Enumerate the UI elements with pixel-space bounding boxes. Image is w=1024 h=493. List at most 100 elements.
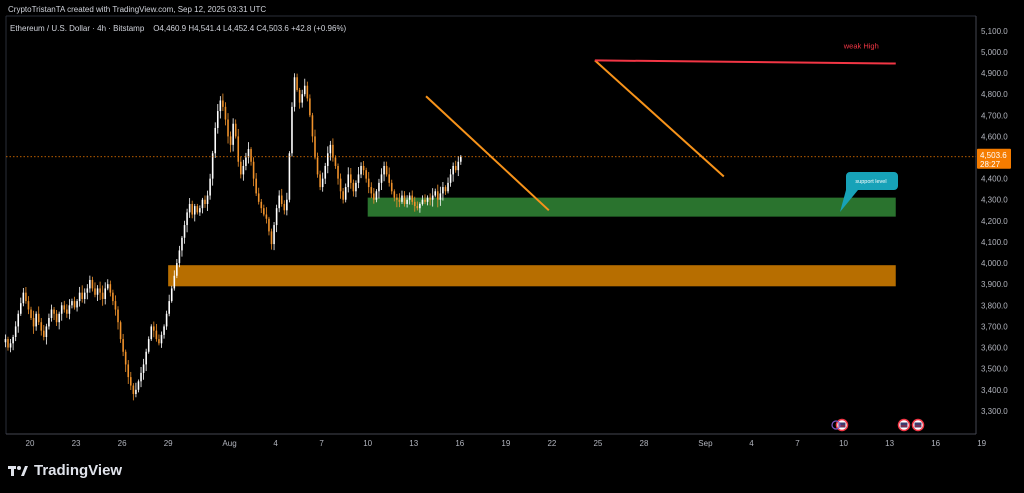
candle[interactable] — [50, 309, 53, 318]
candle[interactable] — [160, 334, 163, 344]
candle[interactable] — [390, 182, 393, 192]
candle[interactable] — [426, 197, 429, 202]
candle[interactable] — [209, 178, 211, 196]
candle[interactable] — [429, 197, 431, 200]
candle[interactable] — [163, 326, 165, 335]
event-ring-icon[interactable] — [831, 420, 841, 430]
candle[interactable] — [342, 191, 344, 200]
candle[interactable] — [309, 98, 311, 116]
candle[interactable] — [140, 372, 142, 382]
demand-zone[interactable] — [168, 265, 896, 287]
candle[interactable] — [388, 174, 390, 183]
candle[interactable] — [421, 199, 424, 204]
candle[interactable] — [240, 161, 242, 175]
candle[interactable] — [436, 191, 439, 200]
candle[interactable] — [229, 136, 232, 145]
candle[interactable] — [306, 85, 309, 99]
candle[interactable] — [319, 174, 321, 188]
candle[interactable] — [270, 231, 273, 245]
candle[interactable] — [55, 313, 58, 323]
candle[interactable] — [201, 199, 204, 209]
candle[interactable] — [334, 157, 337, 166]
candle[interactable] — [347, 174, 350, 188]
symbol-name[interactable]: Ethereum / U.S. Dollar · 4h · Bitstamp — [10, 24, 145, 33]
candle[interactable] — [291, 106, 293, 154]
candle[interactable] — [45, 326, 48, 337]
candle[interactable] — [431, 195, 434, 200]
candle[interactable] — [58, 313, 60, 323]
candle[interactable] — [60, 305, 63, 314]
candle[interactable] — [193, 206, 196, 215]
candle[interactable] — [4, 339, 7, 343]
candle[interactable] — [286, 199, 288, 211]
candle[interactable] — [260, 201, 263, 209]
candle[interactable] — [378, 182, 380, 192]
candle[interactable] — [178, 250, 181, 264]
candle[interactable] — [91, 279, 94, 289]
candle[interactable] — [122, 339, 124, 352]
candle[interactable] — [413, 201, 416, 207]
candle[interactable] — [176, 263, 178, 276]
candle[interactable] — [68, 305, 71, 314]
candle[interactable] — [196, 206, 199, 213]
candle[interactable] — [147, 339, 150, 352]
candle[interactable] — [76, 301, 78, 308]
candle[interactable] — [416, 206, 419, 209]
candle[interactable] — [27, 301, 30, 310]
candle[interactable] — [145, 351, 147, 365]
candle[interactable] — [25, 292, 27, 302]
weak-high-line[interactable] — [594, 59, 896, 65]
trendline[interactable] — [425, 95, 550, 212]
candle[interactable] — [14, 326, 17, 337]
candle[interactable] — [53, 309, 55, 314]
candle[interactable] — [365, 170, 367, 179]
candle[interactable] — [112, 292, 114, 302]
candle[interactable] — [83, 292, 86, 299]
candle[interactable] — [362, 165, 365, 171]
candle[interactable] — [78, 292, 81, 302]
candle[interactable] — [457, 161, 460, 171]
candle[interactable] — [247, 149, 250, 158]
candle[interactable] — [170, 288, 173, 302]
candle[interactable] — [283, 203, 286, 211]
candle[interactable] — [460, 156, 462, 162]
candle[interactable] — [265, 214, 268, 219]
candle[interactable] — [204, 199, 206, 204]
candle[interactable] — [293, 77, 296, 107]
candle[interactable] — [168, 301, 170, 314]
candle[interactable] — [332, 144, 334, 158]
candle[interactable] — [296, 77, 298, 90]
support-level-callout[interactable] — [840, 172, 898, 212]
candle[interactable] — [165, 313, 168, 327]
candle[interactable] — [37, 313, 40, 323]
candle[interactable] — [135, 389, 137, 394]
candle[interactable] — [303, 85, 306, 95]
candle[interactable] — [393, 191, 396, 198]
candle[interactable] — [360, 165, 362, 175]
candle[interactable] — [385, 165, 388, 175]
candle[interactable] — [43, 330, 45, 337]
candle[interactable] — [252, 161, 255, 179]
candle[interactable] — [321, 178, 324, 188]
candle[interactable] — [232, 123, 234, 145]
candle[interactable] — [12, 336, 14, 344]
candle[interactable] — [66, 309, 68, 314]
candle[interactable] — [329, 144, 332, 154]
candle[interactable] — [153, 326, 155, 331]
candle[interactable] — [183, 225, 186, 238]
candle[interactable] — [191, 203, 193, 215]
candle[interactable] — [288, 153, 291, 200]
candle[interactable] — [311, 115, 314, 137]
candle[interactable] — [314, 136, 316, 158]
candle[interactable] — [188, 203, 191, 213]
candle[interactable] — [89, 279, 91, 289]
candle[interactable] — [275, 208, 278, 226]
candle[interactable] — [73, 301, 76, 308]
candle[interactable] — [452, 165, 454, 175]
candle[interactable] — [380, 174, 383, 183]
candle[interactable] — [442, 187, 444, 194]
candle[interactable] — [268, 218, 270, 232]
candle[interactable] — [9, 343, 12, 348]
candle[interactable] — [406, 199, 408, 204]
